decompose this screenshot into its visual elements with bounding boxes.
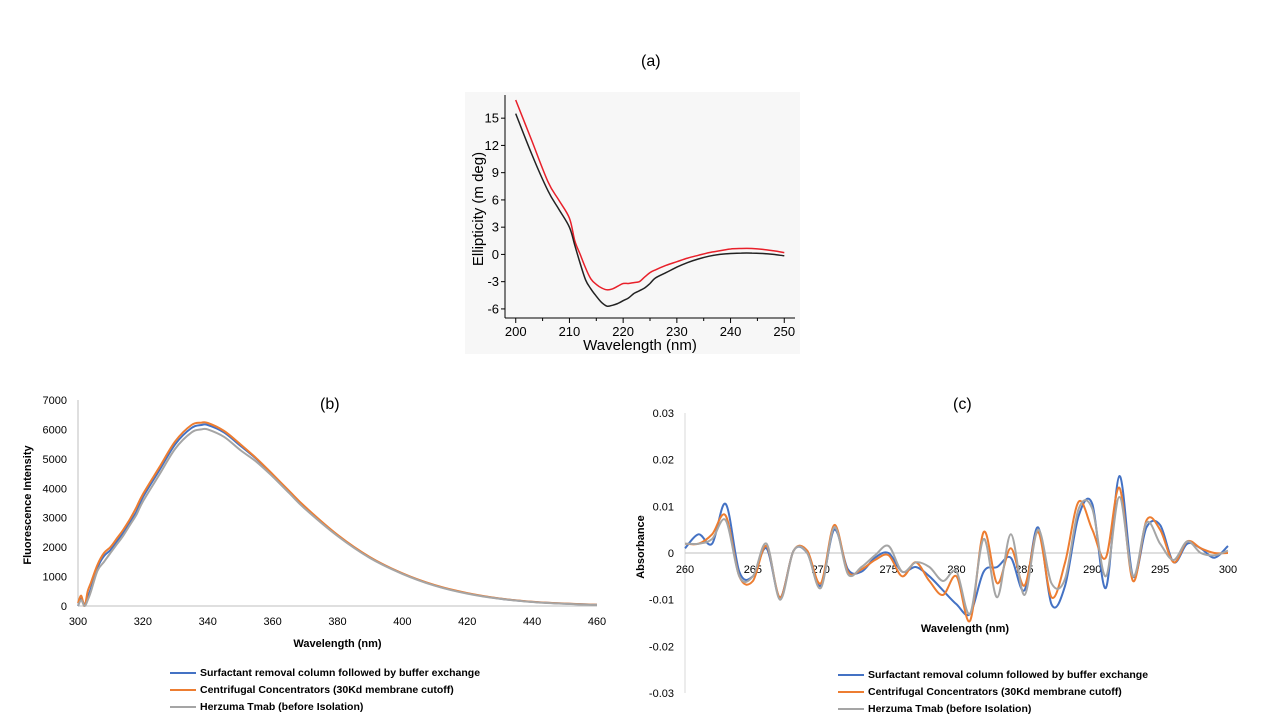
y-tick-label: 9: [492, 165, 499, 180]
y-tick-label: 0.03: [653, 408, 674, 420]
absorbance-series-line-2: [684, 486, 1229, 623]
legend-b: Surfactant removal column followed by bu…: [170, 664, 480, 715]
cd-series-line-2: [515, 113, 785, 308]
y-tick-label: 15: [485, 111, 499, 126]
y-axis-label: Ellipticity (m deg): [470, 152, 487, 266]
legend-swatch: [170, 705, 196, 708]
panel-a-label: (a): [641, 53, 661, 70]
x-tick-label: 210: [559, 324, 581, 339]
legend-item: Centrifugal Concentrators (30Kd membrane…: [170, 681, 480, 698]
x-tick-label: 360: [263, 616, 281, 628]
y-tick-label: 5000: [43, 454, 67, 466]
legend-label: Herzuma Tmab (before Isolation): [868, 702, 1032, 715]
legend-item: Surfactant removal column followed by bu…: [838, 666, 1148, 683]
fluorescence-series-line-3: [77, 427, 598, 608]
y-tick-label: 0: [668, 548, 674, 560]
x-tick-label: 380: [328, 616, 346, 628]
legend-label: Herzuma Tmab (before Isolation): [200, 700, 364, 713]
x-tick-label: 440: [523, 616, 541, 628]
legend-swatch: [170, 688, 196, 691]
legend-label: Surfactant removal column followed by bu…: [200, 666, 481, 679]
x-tick-label: 460: [588, 616, 606, 628]
x-axis-label: Wavelength (nm): [293, 638, 382, 650]
x-tick-label: 340: [199, 616, 217, 628]
y-axis-label: Fluorescence Intensity: [22, 445, 34, 565]
x-tick-label: 200: [505, 324, 527, 339]
y-tick-label: 4000: [43, 483, 67, 495]
plot-background: [465, 92, 800, 354]
legend-swatch: [838, 707, 864, 710]
y-tick-label: 0.02: [653, 455, 674, 467]
x-tick-label: 220: [612, 324, 634, 339]
panel-b-label: (b): [320, 396, 340, 413]
y-tick-label: 7000: [43, 395, 67, 407]
legend-label: Centrifugal Concentrators (30Kd membrane…: [200, 683, 454, 696]
x-tick-label: 250: [773, 324, 795, 339]
y-tick-label: -6: [487, 301, 499, 316]
y-tick-label: 12: [485, 138, 499, 153]
x-axis-label: Wavelength (nm): [583, 337, 697, 354]
x-tick-label: 230: [666, 324, 688, 339]
x-tick-label: 320: [134, 616, 152, 628]
legend-label: Surfactant removal column followed by bu…: [868, 668, 1149, 681]
y-tick-label: 3: [492, 220, 499, 235]
legend-item: Herzuma Tmab (before Isolation): [170, 698, 480, 715]
panel-c-label: (c): [953, 396, 972, 413]
y-tick-label: 6: [492, 192, 499, 207]
legend-swatch: [838, 690, 864, 693]
x-tick-label: 275: [879, 564, 897, 576]
y-axis-label: Absorbance: [635, 515, 647, 579]
y-tick-label: -0.03: [649, 688, 674, 700]
x-tick-label: 290: [1083, 564, 1101, 576]
x-tick-label: 240: [720, 324, 742, 339]
legend-c: Surfactant removal column followed by bu…: [838, 666, 1148, 717]
x-tick-label: 260: [676, 564, 694, 576]
x-tick-label: 295: [1151, 564, 1169, 576]
legend-label: Centrifugal Concentrators (30Kd membrane…: [868, 685, 1122, 698]
x-tick-label: 420: [458, 616, 476, 628]
y-tick-label: 3000: [43, 513, 67, 525]
y-tick-label: 1000: [43, 572, 67, 584]
cd-series-line-1: [515, 99, 785, 291]
y-tick-label: 6000: [43, 424, 67, 436]
absorbance-series-line-3: [684, 495, 1229, 615]
legend-swatch: [838, 673, 864, 676]
y-tick-label: 0: [61, 601, 67, 613]
legend-item: Surfactant removal column followed by bu…: [170, 664, 480, 681]
y-tick-label: 2000: [43, 542, 67, 554]
y-tick-label: -0.02: [649, 641, 674, 653]
legend-swatch: [170, 671, 196, 674]
x-tick-label: 300: [69, 616, 87, 628]
legend-item: Centrifugal Concentrators (30Kd membrane…: [838, 683, 1148, 700]
y-tick-label: -3: [487, 274, 499, 289]
y-tick-label: -0.01: [649, 595, 674, 607]
y-tick-label: 0: [492, 247, 499, 262]
legend-item: Herzuma Tmab (before Isolation): [838, 700, 1148, 717]
x-axis-label: Wavelength (nm): [921, 623, 1010, 635]
y-tick-label: 0.01: [653, 501, 674, 513]
x-tick-label: 400: [393, 616, 411, 628]
x-tick-label: 300: [1219, 564, 1237, 576]
